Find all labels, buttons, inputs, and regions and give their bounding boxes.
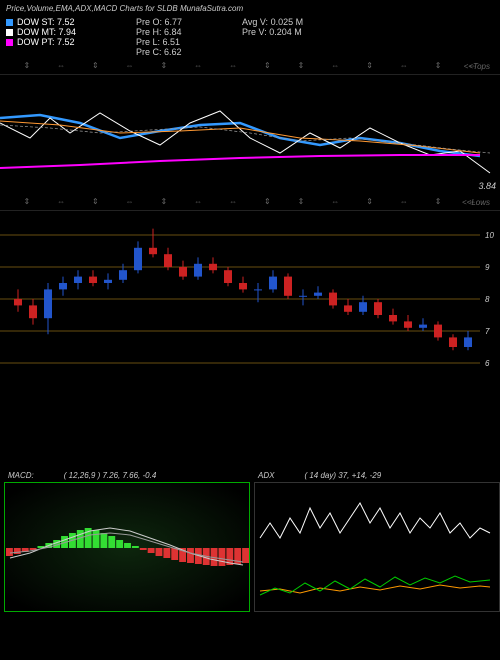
macd-panel: MACD: ( 12,26,9 ) 7.26, 7.66, -0.4	[4, 469, 250, 612]
marker-icon: ⇕	[264, 197, 271, 206]
low-markers: ⇕⇔⇕⇔⇕⇔⇔⇕⇕⇔⇕⇔⇕⇔	[0, 193, 500, 210]
svg-text:10: 10	[485, 231, 494, 240]
candlestick-chart: 6 7 8 9 10	[0, 219, 500, 379]
ohlc-block: Pre O: 6.77 Pre H: 6.84 Pre L: 6.51 Pre …	[136, 17, 182, 57]
indicator-item: DOW MT: 7.94	[6, 27, 76, 37]
marker-icon: ⇕	[366, 197, 373, 206]
marker-icon: ⇔	[57, 197, 65, 206]
svg-text:9: 9	[485, 263, 490, 272]
marker-icon: ⇕	[23, 197, 30, 206]
indicator-label: DOW PT: 7.52	[17, 37, 75, 47]
pre-open: Pre O: 6.77	[136, 17, 182, 27]
top-markers: ⇕⇔⇕⇔⇕⇔⇔⇕⇕⇔⇕⇔⇕⇔	[0, 57, 500, 74]
marker-icon: ⇔	[194, 61, 202, 70]
color-swatch	[6, 39, 13, 46]
marker-icon: ⇔	[331, 197, 339, 206]
pre-close: Pre C: 6.62	[136, 47, 182, 57]
marker-icon: ⇕	[298, 61, 305, 70]
svg-text:6: 6	[485, 359, 490, 368]
bottom-panels: MACD: ( 12,26,9 ) 7.26, 7.66, -0.4 ADX (…	[0, 469, 500, 612]
ema-pane[interactable]: 3.84	[0, 74, 500, 193]
pre-vol: Pre V: 0.204 M	[242, 27, 303, 37]
indicator-label: DOW MT: 7.94	[17, 27, 76, 37]
macd-title: MACD:	[8, 471, 34, 480]
lows-label: <<Lows	[462, 198, 490, 207]
svg-text:7: 7	[485, 327, 490, 336]
marker-icon: ⇕	[435, 61, 442, 70]
marker-icon: ⇕	[92, 197, 99, 206]
marker-icon: ⇕	[264, 61, 271, 70]
marker-icon: ⇕	[161, 61, 168, 70]
chart-title: Price,Volume,EMA,ADX,MACD Charts for SLD…	[0, 0, 500, 17]
marker-icon: ⇔	[194, 197, 202, 206]
marker-icon: ⇔	[229, 197, 237, 206]
marker-icon: ⇕	[161, 197, 168, 206]
indicator-item: DOW ST: 7.52	[6, 17, 76, 27]
color-swatch	[6, 19, 13, 26]
ema-value: 3.84	[478, 181, 496, 191]
marker-icon: ⇔	[229, 61, 237, 70]
indicator-item: DOW PT: 7.52	[6, 37, 76, 47]
tops-label: <<Tops	[464, 62, 490, 71]
marker-icon: ⇔	[331, 61, 339, 70]
candle-pane[interactable]: 6 7 8 9 10	[0, 210, 500, 379]
avg-vol: Avg V: 0.025 M	[242, 17, 303, 27]
marker-icon: ⇔	[126, 61, 134, 70]
marker-icon: ⇕	[23, 61, 30, 70]
macd-chart[interactable]	[4, 482, 250, 612]
adx-panel: ADX ( 14 day) 37, +14, -29	[254, 469, 500, 612]
adx-title: ADX	[258, 471, 274, 480]
marker-icon: ⇔	[400, 197, 408, 206]
marker-icon: ⇕	[92, 61, 99, 70]
pre-low: Pre L: 6.51	[136, 37, 182, 47]
indicator-label: DOW ST: 7.52	[17, 17, 75, 27]
marker-icon: ⇔	[126, 197, 134, 206]
info-row: DOW ST: 7.52DOW MT: 7.94DOW PT: 7.52 Pre…	[0, 17, 500, 57]
indicator-list: DOW ST: 7.52DOW MT: 7.94DOW PT: 7.52	[6, 17, 76, 57]
color-swatch	[6, 29, 13, 36]
marker-icon: ⇔	[57, 61, 65, 70]
svg-text:8: 8	[485, 295, 490, 304]
adx-params: ( 14 day) 37, +14, -29	[304, 471, 381, 480]
pre-high: Pre H: 6.84	[136, 27, 182, 37]
ema-chart	[0, 83, 500, 193]
marker-icon: ⇕	[366, 61, 373, 70]
spacer	[0, 379, 500, 469]
marker-icon: ⇔	[400, 61, 408, 70]
macd-params: ( 12,26,9 ) 7.26, 7.66, -0.4	[64, 471, 157, 480]
marker-icon: ⇕	[298, 197, 305, 206]
adx-chart[interactable]	[254, 482, 500, 612]
volume-block: Avg V: 0.025 M Pre V: 0.204 M	[242, 17, 303, 57]
marker-icon: ⇕	[435, 197, 442, 206]
